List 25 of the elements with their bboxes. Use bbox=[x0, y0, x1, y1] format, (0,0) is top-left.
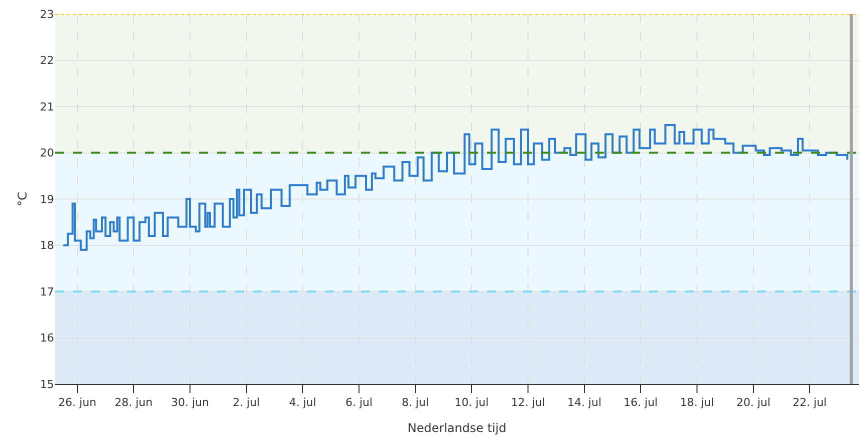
x-tick-label: 12. jul bbox=[510, 396, 546, 410]
x-axis-title: Nederlandse tijd bbox=[408, 421, 506, 436]
y-tick-label: 20 bbox=[40, 146, 54, 160]
x-tick-label: 14. jul bbox=[567, 396, 602, 410]
x-tick-label: 28. jun bbox=[114, 396, 153, 410]
x-tick-label: 26. jun bbox=[58, 396, 96, 410]
y-tick-label: 23 bbox=[40, 8, 54, 21]
y-tick-label: 19 bbox=[40, 192, 54, 206]
x-tick-label: 30. jun bbox=[170, 396, 209, 410]
x-tick-label: 22. jul bbox=[792, 396, 827, 410]
x-tick-label: 2. jul bbox=[232, 396, 260, 410]
y-tick-label: 18 bbox=[40, 239, 54, 252]
y-tick-label: 17 bbox=[40, 285, 54, 298]
x-tick-label: 10. jul bbox=[454, 396, 489, 410]
x-tick-label: 16. jul bbox=[624, 396, 658, 410]
x-tick-label: 18. jul bbox=[680, 396, 714, 410]
x-tick-label: 8. jul bbox=[402, 396, 429, 410]
x-tick-label: 6. jul bbox=[345, 396, 373, 410]
y-tick-label: 16 bbox=[40, 332, 54, 345]
x-tick-label: 20. jul bbox=[736, 396, 770, 410]
x-tick-label: 4. jul bbox=[289, 396, 316, 410]
y-tick-label: 21 bbox=[40, 100, 54, 114]
y-tick-label: 15 bbox=[40, 378, 54, 391]
y-tick-label: 22 bbox=[40, 54, 54, 68]
y-axis-title: °C bbox=[15, 192, 30, 206]
